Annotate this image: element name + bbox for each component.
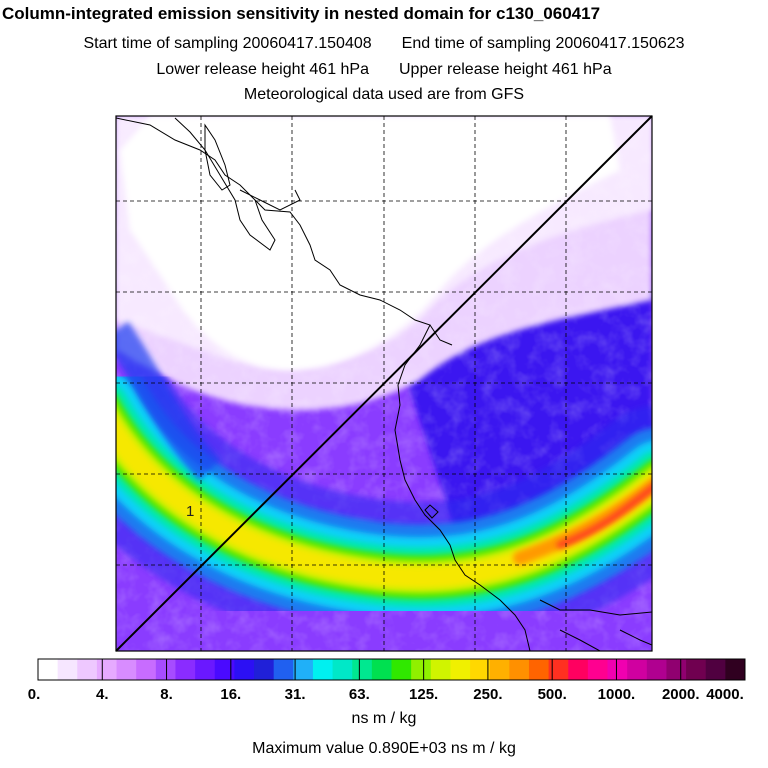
colorbar-swatch: [332, 659, 353, 680]
colorbar-swatch: [136, 659, 157, 680]
colorbar-tick-label: 31.: [285, 686, 306, 703]
colorbar-swatch: [568, 659, 589, 680]
plume-upper-lobe: [116, 321, 221, 481]
colorbar-swatch: [548, 659, 569, 680]
upper-release-label: Upper release height 461 hPa: [399, 61, 612, 78]
colorbar-swatch: [450, 659, 471, 680]
colorbar-swatch: [430, 659, 451, 680]
colorbar-swatch: [686, 659, 707, 680]
colorbar-swatch: [470, 659, 491, 680]
colorbar-swatch: [254, 659, 275, 680]
colorbar-tick-label: 63.: [349, 686, 370, 703]
colorbar-swatch: [666, 659, 687, 680]
release-point-label: 1: [186, 503, 194, 520]
colorbar-units: ns m / kg: [351, 710, 417, 727]
colorbar-swatch: [57, 659, 78, 680]
colorbar-swatch: [489, 659, 510, 680]
colorbar-swatch: [77, 659, 98, 680]
colorbar-tick-label: 0.: [28, 686, 41, 703]
colorbar-swatch: [705, 659, 726, 680]
colorbar-swatch: [627, 659, 648, 680]
lower-release-label: Lower release height 461 hPa: [156, 61, 369, 78]
release-heights: Lower release height 461 hPa Upper releas…: [0, 61, 768, 79]
colorbar-tick-label: 4000.: [706, 686, 744, 703]
colorbar-tick-label: 250.: [473, 686, 502, 703]
colorbar: [37, 658, 746, 681]
colorbar-swatch: [293, 659, 314, 680]
colorbar-swatch: [116, 659, 137, 680]
colorbar-swatch: [587, 659, 609, 680]
colorbar-swatch: [607, 659, 628, 680]
heatmap-field: [116, 116, 652, 651]
colorbar-swatch: [528, 659, 550, 680]
colorbar-swatch: [411, 659, 432, 680]
colorbar-tick-label: 8.: [160, 686, 173, 703]
colorbar-swatch: [312, 659, 334, 680]
colorbar-tick-label: 1000.: [598, 686, 636, 703]
sampling-times: Start time of sampling 20060417.150408 En…: [0, 35, 768, 53]
colorbar-frame: [37, 658, 746, 681]
colorbar-tick-label: 16.: [220, 686, 241, 703]
plot-frame: [115, 115, 653, 652]
plume: [116, 337, 652, 651]
colorbar-swatch: [725, 659, 746, 680]
colorbar-swatch: [195, 659, 216, 680]
colorbar-swatch: [214, 659, 235, 680]
colorbar-tick-label: 500.: [538, 686, 567, 703]
colorbar-swatch: [371, 659, 392, 680]
met-data-label: Meteorological data used are from GFS: [243, 86, 525, 103]
chart-title: Column-integrated emission sensitivity i…: [2, 4, 601, 23]
start-time-label: Start time of sampling 20060417.150408: [83, 35, 372, 52]
colorbar-tick-label: 4.: [96, 686, 109, 703]
colorbar-ticks: 0. 4. 8. 16. 31. 63. 125. 250. 500. 1000. 2000. 400…: [28, 659, 744, 703]
colorbar-swatch: [234, 659, 255, 680]
colorbar-swatch: [38, 659, 59, 680]
colorbar-tick-label: 125.: [409, 686, 438, 703]
colorbar-swatch: [175, 659, 196, 680]
colorbar-swatch: [155, 659, 176, 680]
maximum-value: Maximum value 0.890E+03 ns m / kg: [252, 740, 516, 757]
colorbar-swatch: [96, 659, 118, 680]
colorbar-swatch: [352, 659, 373, 680]
coastlines: [116, 117, 652, 651]
colorbar-swatch: [273, 659, 294, 680]
colorbar-swatch: [646, 659, 667, 680]
flight-track: [115, 115, 653, 652]
colorbar-swatch: [509, 659, 530, 680]
colorbar-tick-label: 2000.: [662, 686, 700, 703]
end-time-label: End time of sampling 20060417.150623: [401, 35, 685, 52]
colorbar-swatch: [391, 659, 412, 680]
